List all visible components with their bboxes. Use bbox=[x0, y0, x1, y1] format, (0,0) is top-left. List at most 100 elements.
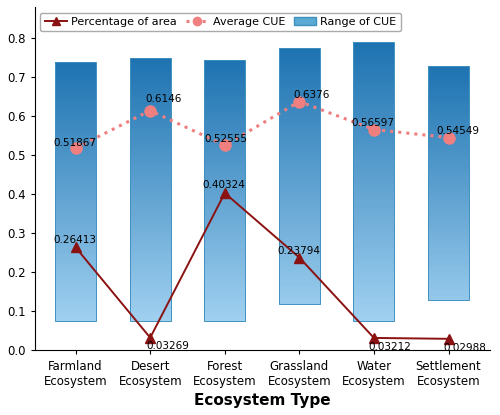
Bar bbox=[428, 132, 469, 134]
Bar bbox=[130, 224, 170, 226]
Bar bbox=[204, 198, 246, 200]
Bar bbox=[354, 145, 395, 147]
Bar bbox=[130, 68, 170, 70]
Bar bbox=[130, 116, 170, 119]
Bar bbox=[279, 293, 320, 295]
Bar bbox=[55, 225, 96, 228]
Bar bbox=[55, 319, 96, 321]
Bar bbox=[279, 73, 320, 76]
X-axis label: Ecosystem Type: Ecosystem Type bbox=[194, 393, 330, 408]
Bar bbox=[279, 48, 320, 304]
Bar bbox=[279, 126, 320, 129]
Bar bbox=[130, 255, 170, 258]
Bar bbox=[130, 60, 170, 63]
Bar bbox=[55, 182, 96, 184]
Bar bbox=[428, 106, 469, 108]
Bar bbox=[354, 261, 395, 263]
Bar bbox=[204, 166, 246, 169]
Bar bbox=[279, 280, 320, 282]
Bar bbox=[204, 256, 246, 259]
Bar bbox=[55, 168, 96, 170]
Bar bbox=[55, 269, 96, 271]
Bar bbox=[354, 86, 395, 88]
Bar bbox=[130, 104, 170, 107]
Bar bbox=[354, 134, 395, 137]
Bar bbox=[55, 90, 96, 93]
Bar bbox=[130, 221, 170, 224]
Bar bbox=[354, 163, 395, 166]
Bar bbox=[130, 80, 170, 82]
Bar bbox=[354, 117, 395, 119]
Bar bbox=[428, 205, 469, 208]
Bar bbox=[354, 289, 395, 291]
Text: 0.23794: 0.23794 bbox=[277, 246, 320, 256]
Bar bbox=[55, 132, 96, 134]
Bar bbox=[354, 278, 395, 281]
Bar bbox=[279, 282, 320, 285]
Bar bbox=[55, 223, 96, 225]
Bar bbox=[279, 189, 320, 192]
Bar bbox=[204, 144, 246, 147]
Bar bbox=[204, 67, 246, 69]
Bar bbox=[279, 275, 320, 277]
Bar bbox=[130, 189, 170, 192]
Bar bbox=[279, 277, 320, 280]
Bar bbox=[354, 248, 395, 250]
Bar bbox=[130, 121, 170, 124]
Bar bbox=[204, 203, 246, 205]
Bar bbox=[55, 312, 96, 315]
Bar bbox=[428, 217, 469, 220]
Bar bbox=[130, 216, 170, 219]
Bar bbox=[204, 259, 246, 261]
Bar bbox=[204, 188, 246, 190]
Bar bbox=[354, 212, 395, 214]
Bar bbox=[130, 146, 170, 148]
Bar bbox=[279, 76, 320, 78]
Bar bbox=[428, 187, 469, 189]
Bar bbox=[130, 243, 170, 246]
Bar bbox=[354, 199, 395, 201]
Bar bbox=[279, 139, 320, 141]
Bar bbox=[204, 314, 246, 317]
Bar bbox=[130, 94, 170, 97]
Bar bbox=[204, 118, 246, 120]
Bar bbox=[204, 263, 246, 266]
Bar bbox=[204, 280, 246, 283]
Text: 0.52555: 0.52555 bbox=[204, 134, 247, 144]
Bar bbox=[428, 213, 469, 215]
Bar bbox=[130, 292, 170, 294]
Bar bbox=[204, 227, 246, 229]
Bar bbox=[428, 87, 469, 89]
Bar bbox=[354, 45, 395, 47]
Bar bbox=[204, 225, 246, 227]
Bar bbox=[204, 271, 246, 273]
Bar bbox=[428, 237, 469, 239]
Bar bbox=[130, 131, 170, 133]
Bar bbox=[428, 258, 469, 260]
Text: 0.51867: 0.51867 bbox=[53, 138, 96, 148]
Bar bbox=[279, 98, 320, 101]
Bar bbox=[204, 139, 246, 142]
Bar bbox=[279, 262, 320, 265]
Bar bbox=[204, 130, 246, 132]
Bar bbox=[130, 231, 170, 233]
Bar bbox=[354, 217, 395, 220]
Bar bbox=[428, 256, 469, 258]
Bar bbox=[428, 134, 469, 137]
Bar bbox=[279, 116, 320, 119]
Bar bbox=[428, 191, 469, 194]
Bar bbox=[354, 317, 395, 320]
Bar bbox=[428, 149, 469, 151]
Bar bbox=[279, 86, 320, 88]
Bar bbox=[130, 89, 170, 92]
Bar bbox=[354, 155, 395, 158]
Bar bbox=[55, 259, 96, 261]
Bar bbox=[428, 75, 469, 77]
Bar bbox=[279, 217, 320, 220]
Bar bbox=[354, 286, 395, 289]
Bar bbox=[55, 247, 96, 249]
Bar bbox=[279, 220, 320, 222]
Text: 0.6376: 0.6376 bbox=[294, 90, 330, 100]
Bar bbox=[204, 242, 246, 244]
Bar bbox=[130, 311, 170, 314]
